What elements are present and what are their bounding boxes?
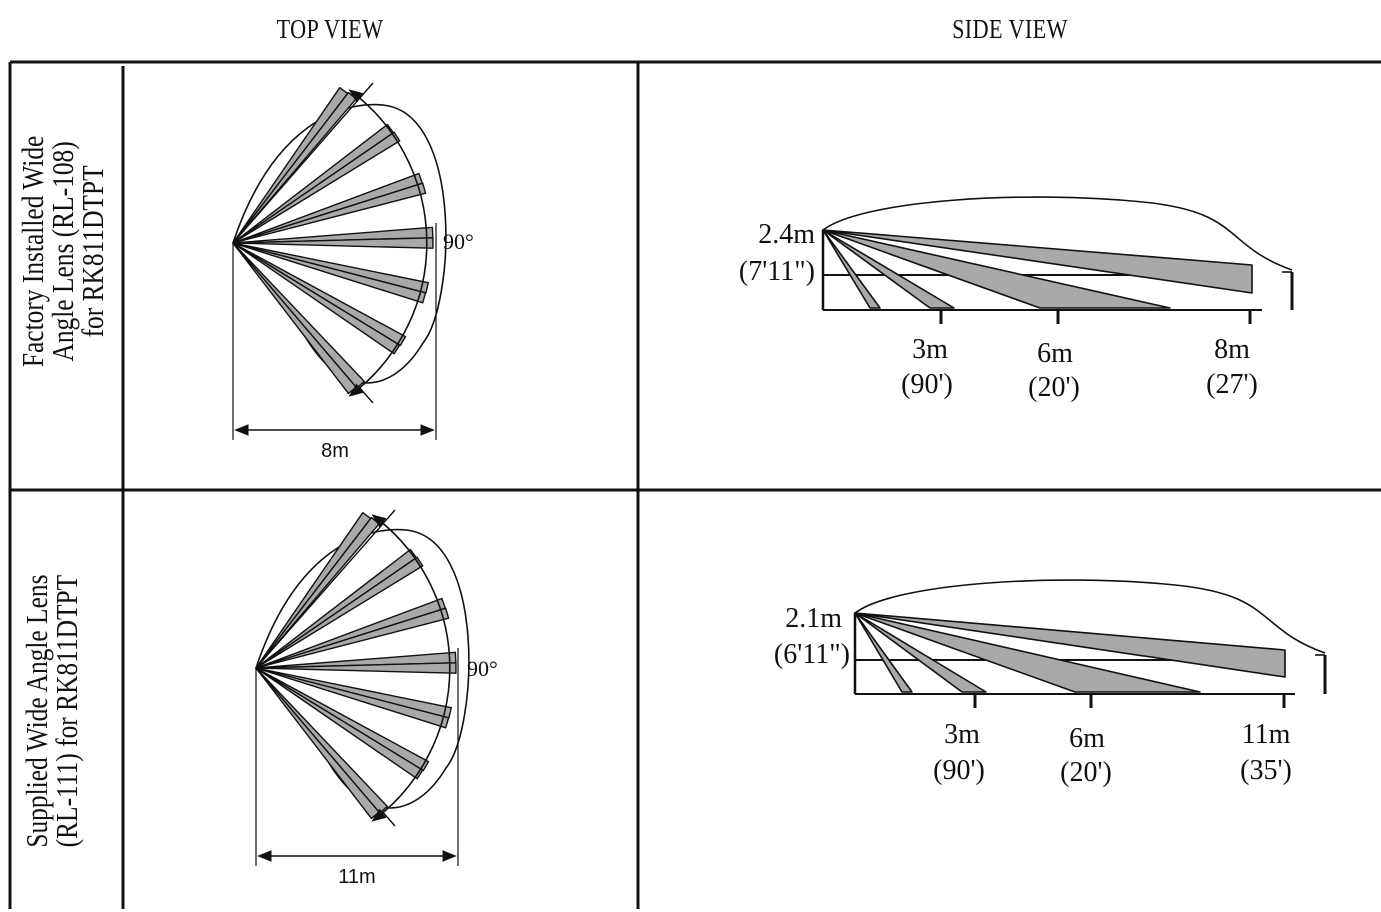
row-1-height-label: 2.4m <box>758 219 815 250</box>
beam-zone <box>822 229 1253 294</box>
row-1-distance-2-metric: 6m <box>1037 338 1073 369</box>
beam-zone <box>854 612 1286 678</box>
beam-zone <box>854 612 1201 693</box>
row-2-distance-3-metric: 11m <box>1242 719 1291 750</box>
beam-zone <box>255 607 450 669</box>
row-1-distance-2-imperial: (20') <box>1028 372 1080 403</box>
row-2-angle-label: 90° <box>467 656 498 681</box>
beam-zone <box>255 667 450 729</box>
detection-envelope <box>822 196 1293 271</box>
beam-zone <box>822 229 955 309</box>
row-2-distance-2-metric: 6m <box>1069 723 1105 754</box>
beam-zone <box>854 612 987 693</box>
beam-zone <box>822 229 1171 309</box>
row-1-side-view-pattern <box>821 196 1294 324</box>
beam-zone <box>232 131 401 244</box>
beam-zone <box>255 662 457 674</box>
side-view-header: SIDE VIEW <box>952 14 1068 44</box>
angle-arc-arrow <box>371 514 451 822</box>
beam-zone <box>822 229 881 309</box>
top-view-header: TOP VIEW <box>276 14 384 44</box>
row-1-distance-3-imperial: (27') <box>1206 369 1258 400</box>
table-grid <box>8 60 1381 909</box>
row-1-distance-1-imperial: (90') <box>901 369 953 400</box>
angle-arc-arrow <box>348 89 428 397</box>
row-1-distance-1-metric: 3m <box>912 334 948 365</box>
beam-zone <box>232 182 427 244</box>
row-1-distance-3-metric: 8m <box>1214 334 1250 365</box>
beam-zone <box>232 237 434 249</box>
beam-zone <box>232 242 427 304</box>
row-2-distance-1-imperial: (90') <box>933 755 985 786</box>
row-2-height-label: 2.1m <box>785 603 842 634</box>
row-1-height-imperial-label: (7'11") <box>739 256 815 287</box>
row-1-width-label: 8m <box>321 440 349 462</box>
beam-zone <box>854 612 913 693</box>
row-2-height-imperial-label: (6'11") <box>774 639 850 670</box>
row-1-top-view-pattern <box>232 82 447 440</box>
detection-envelope <box>854 579 1326 654</box>
row-2-top-view-pattern <box>255 509 470 866</box>
row-2-side-view-pattern <box>853 579 1327 708</box>
row-2-width-label: 11m <box>338 866 375 888</box>
row-2-distance-3-imperial: (35') <box>1240 755 1292 786</box>
row-2-distance-1-metric: 3m <box>944 719 980 750</box>
row-1-angle-label: 90° <box>443 229 474 254</box>
row-2-distance-2-imperial: (20') <box>1060 757 1112 788</box>
